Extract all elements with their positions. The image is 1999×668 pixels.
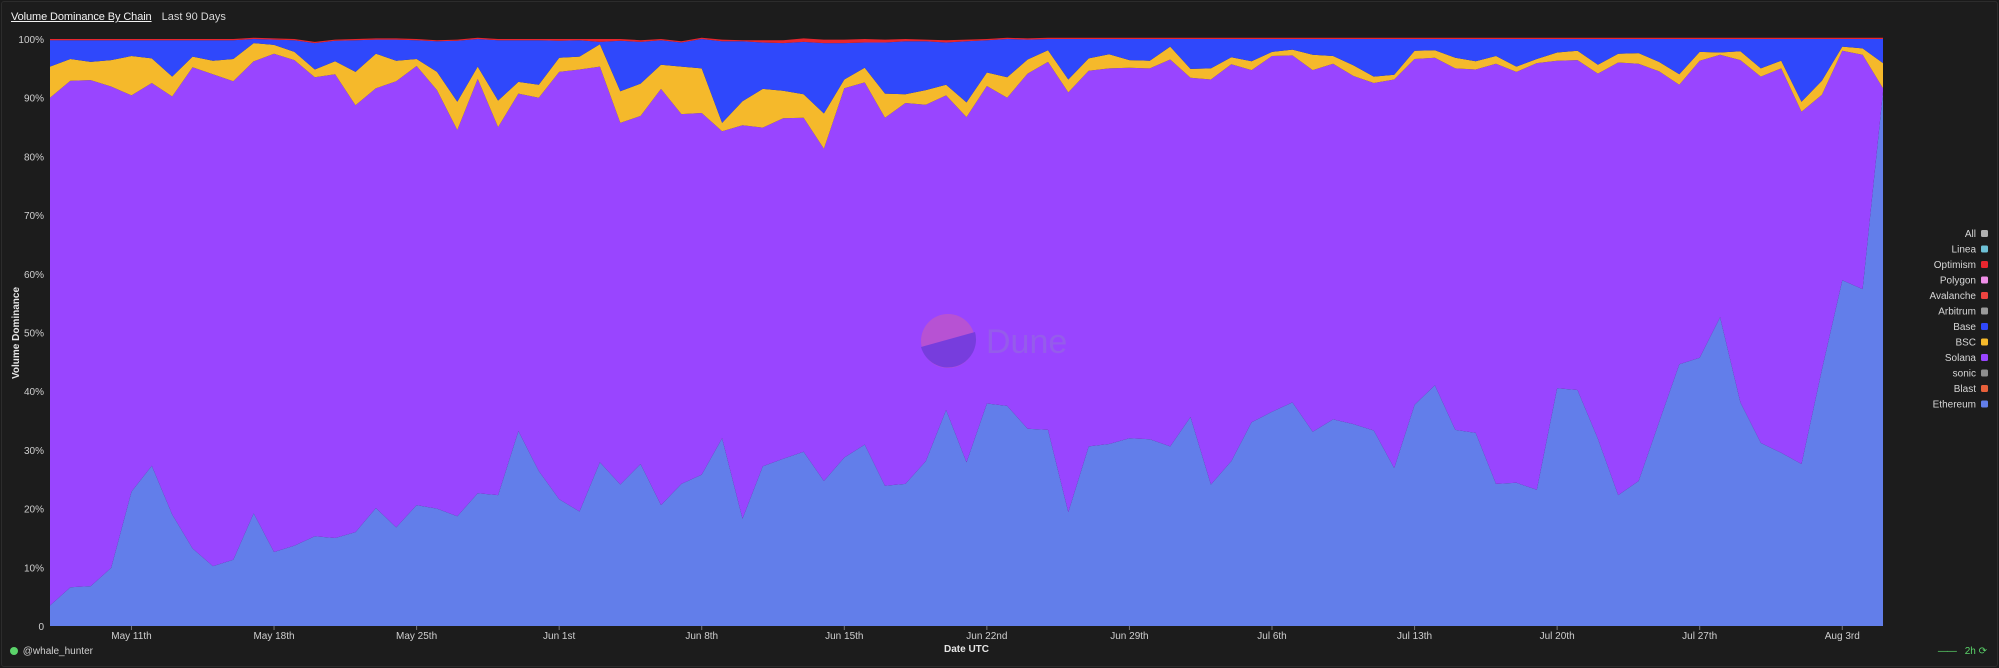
legend-swatch-arbitrum[interactable] [1981, 307, 1988, 315]
legend-label-avalanche[interactable]: Avalanche [1929, 291, 1976, 302]
y-axis-title: Volume Dominance [11, 287, 22, 379]
y-tick-label: 90% [24, 94, 44, 105]
legend-label-arbitrum[interactable]: Arbitrum [1938, 307, 1976, 318]
refresh-icon: ⟳ [1978, 646, 1987, 657]
area-bsc[interactable] [50, 43, 1883, 149]
area-ethereum[interactable] [50, 91, 1883, 627]
y-tick-label: 100% [18, 35, 44, 46]
y-tick-label: 10% [24, 563, 44, 574]
x-tick-label: Jul 20th [1540, 631, 1575, 642]
area-base[interactable] [50, 39, 1883, 123]
refresh-interval[interactable]: 2h [1964, 646, 1976, 657]
y-tick-label: 40% [24, 387, 44, 398]
footer-user[interactable]: @whale_hunter [10, 646, 93, 657]
refresh-bars-icon: —— [1937, 646, 1957, 657]
legend-label-solana[interactable]: Solana [1945, 353, 1977, 364]
x-tick-label: Jun 8th [685, 631, 718, 642]
x-tick-label: May 11th [111, 631, 151, 642]
legend-label-linea[interactable]: Linea [1952, 245, 1977, 256]
legend-swatch-polygon[interactable] [1981, 276, 1988, 284]
dune-watermark: Dune [921, 314, 1067, 368]
y-tick-label: 30% [24, 446, 44, 457]
y-tick-label: 70% [24, 211, 44, 222]
legend-swatch-solana[interactable] [1981, 354, 1988, 361]
x-tick-label: May 18th [253, 631, 294, 642]
x-tick-label: Jun 15th [825, 631, 863, 642]
area-optimism[interactable] [50, 37, 1883, 44]
legend-swatch-ethereum[interactable] [1981, 400, 1988, 408]
y-tick-label: 80% [24, 152, 44, 163]
x-tick-label: Aug 3rd [1825, 631, 1860, 642]
user-handle: @whale_hunter [22, 646, 93, 657]
x-tick-label: Jun 22nd [966, 631, 1007, 642]
legend-label-polygon[interactable]: Polygon [1940, 276, 1976, 287]
y-tick-label: 20% [24, 505, 44, 516]
legend-swatch-all[interactable] [1981, 230, 1988, 237]
chart-header: Volume Dominance By Chain Last 90 Days [11, 11, 226, 23]
dune-watermark-text: Dune [986, 323, 1067, 361]
chart-title[interactable]: Volume Dominance By Chain [11, 11, 152, 23]
x-axis-title: Date UTC [944, 644, 989, 655]
legend-label-ethereum[interactable]: Ethereum [1933, 400, 1976, 411]
x-tick-label: Jul 6th [1257, 631, 1286, 642]
y-tick-label: 50% [24, 329, 44, 340]
dune-logo-icon [921, 314, 975, 368]
legend-swatch-optimism[interactable] [1981, 261, 1988, 268]
legend-label-optimism[interactable]: Optimism [1934, 260, 1976, 271]
x-tick-label: Jun 29th [1110, 631, 1148, 642]
legend-label-sonic[interactable]: sonic [1953, 369, 1976, 380]
area-solana[interactable] [50, 50, 1883, 606]
user-avatar-icon [10, 647, 18, 655]
footer-status: —— 2h ⟳ [1938, 646, 1987, 657]
legend-swatch-bsc[interactable] [1981, 338, 1988, 346]
x-tick-label: May 25th [396, 631, 437, 642]
x-tick-label: Jul 13th [1397, 631, 1432, 642]
legend-label-all[interactable]: All [1965, 229, 1976, 240]
legend-swatch-linea[interactable] [1981, 245, 1988, 253]
legend-swatch-blast[interactable] [1981, 385, 1988, 392]
legend-swatch-sonic[interactable] [1981, 369, 1988, 377]
legend-swatch-avalanche[interactable] [1981, 292, 1988, 299]
y-tick-label: 0 [38, 622, 44, 633]
legend-swatch-base[interactable] [1981, 323, 1988, 330]
x-tick-label: Jun 1st [543, 631, 575, 642]
dune-logo-shadow [921, 332, 977, 368]
chart-subtitle: Last 90 Days [161, 11, 226, 23]
legend-label-blast[interactable]: Blast [1954, 384, 1976, 395]
legend-label-base[interactable]: Base [1953, 322, 1976, 333]
legend-label-bsc[interactable]: BSC [1955, 338, 1976, 349]
x-tick-label: Jul 27th [1682, 631, 1717, 642]
y-tick-label: 60% [24, 270, 44, 281]
